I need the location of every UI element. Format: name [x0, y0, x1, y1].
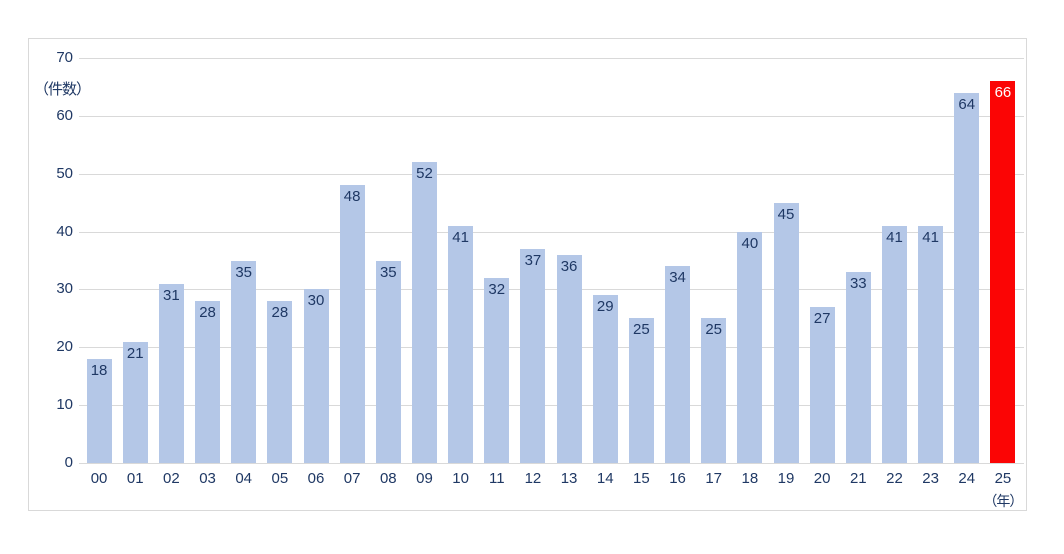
bar: 21	[122, 341, 148, 463]
bar: 29	[592, 295, 618, 463]
gridline	[79, 115, 1024, 117]
x-axis-tick-label: 05	[271, 470, 289, 487]
y-axis-tick-label: 60	[56, 106, 73, 124]
bar: 35	[375, 260, 401, 463]
bar-value-label: 35	[235, 263, 253, 281]
x-axis-tick-label: 20	[813, 470, 831, 487]
bar: 35	[231, 260, 257, 463]
bar-value-label: 27	[813, 309, 831, 327]
bar-value-label: 40	[741, 234, 759, 252]
bar: 66	[990, 81, 1016, 463]
y-axis-tick-label: 40	[56, 222, 73, 240]
gridline	[79, 58, 1024, 59]
x-axis-tick-label: 01	[126, 470, 144, 487]
x-axis-tick-label: 11	[488, 470, 505, 487]
bar-value-label: 30	[307, 292, 325, 310]
x-axis-tick-label: 02	[163, 470, 180, 487]
bar: 37	[520, 248, 546, 463]
x-axis-tick-label: 24	[958, 470, 976, 487]
bar-value-label: 31	[163, 286, 180, 304]
bar-value-label: 48	[343, 188, 361, 206]
x-axis-tick-label: 12	[524, 470, 542, 487]
gridline	[79, 231, 1024, 233]
bar-value-label: 29	[596, 298, 614, 316]
x-axis-tick-label: 23	[922, 470, 939, 487]
y-axis-tick-label: 0	[64, 454, 73, 471]
x-axis-tick-label: 10	[452, 470, 469, 487]
x-axis-tick-label: 04	[235, 470, 253, 487]
y-axis-tick-label: 10	[56, 396, 73, 414]
y-axis-unit-label: （件数）	[34, 81, 91, 98]
gridline	[79, 289, 1024, 291]
bar-value-label: 21	[126, 344, 144, 362]
bar: 27	[809, 306, 835, 463]
bar-value-label: 66	[994, 84, 1012, 102]
y-axis-tick-label: 50	[56, 164, 73, 182]
x-axis-unit-label: （年）	[983, 493, 1023, 509]
bar: 41	[448, 225, 474, 463]
bar-value-label: 28	[271, 304, 289, 321]
bar-value-label: 37	[524, 251, 542, 269]
x-axis-tick-label: 17	[705, 470, 723, 487]
bar: 33	[845, 272, 871, 463]
y-axis-tick-label: 30	[56, 280, 73, 298]
gridline	[79, 405, 1024, 407]
gridline	[79, 173, 1024, 175]
bar: 45	[773, 202, 799, 463]
x-axis-tick-label: 14	[596, 470, 614, 487]
bar: 28	[195, 301, 221, 463]
x-axis-tick-label: 21	[849, 470, 867, 487]
x-axis-tick-label: 16	[669, 470, 686, 487]
bar-value-label: 41	[886, 228, 903, 246]
bar-value-label: 25	[705, 321, 723, 339]
x-axis-tick-label: 18	[741, 470, 759, 487]
bar-value-label: 52	[416, 165, 433, 183]
x-axis-tick-label: 19	[777, 470, 795, 487]
bar: 52	[411, 162, 437, 463]
x-axis-tick-label: 15	[633, 470, 650, 487]
bar: 41	[918, 225, 944, 463]
y-axis-tick-label: 70	[56, 49, 73, 66]
bar-value-label: 41	[452, 228, 469, 246]
bar-value-label: 35	[379, 263, 397, 281]
bar: 32	[484, 277, 510, 463]
bar-value-label: 64	[958, 95, 976, 113]
bar: 28	[267, 301, 293, 463]
bar: 64	[954, 92, 980, 463]
bar-value-label: 25	[633, 321, 650, 339]
bar: 41	[881, 225, 907, 463]
x-axis-tick-label: 09	[416, 470, 433, 487]
x-axis-tick-label: 03	[199, 470, 216, 487]
bar: 36	[556, 254, 582, 463]
x-axis-tick-label: 06	[307, 470, 325, 487]
x-axis-tick-label: 08	[379, 470, 397, 487]
bar: 25	[701, 318, 727, 463]
bar-value-label: 36	[560, 257, 578, 275]
bar-value-label: 18	[90, 361, 108, 379]
x-axis-tick-label: 00	[90, 470, 108, 487]
bar-value-label: 34	[669, 269, 686, 287]
bar: 40	[737, 231, 763, 463]
bar-value-label: 33	[849, 275, 867, 293]
x-axis-tick-label: 25	[994, 470, 1012, 487]
x-axis-tick-label: 07	[343, 470, 361, 487]
bar-value-label: 32	[488, 280, 506, 298]
bar: 30	[303, 289, 329, 463]
bar: 48	[339, 185, 365, 463]
gridline	[79, 347, 1024, 349]
bar: 18	[86, 358, 112, 463]
bar-value-label: 28	[199, 304, 216, 321]
x-axis-tick-label: 22	[886, 470, 903, 487]
x-axis-tick-label: 13	[560, 470, 578, 487]
bar: 31	[158, 283, 184, 463]
gridline	[79, 463, 1024, 464]
bar-value-label: 41	[922, 228, 939, 246]
bar-value-label: 45	[777, 205, 795, 223]
bar: 25	[628, 318, 654, 463]
y-axis-tick-label: 20	[56, 338, 73, 356]
bar: 34	[665, 266, 691, 463]
bar-chart: （件数） 0 10 20 30 40 50 60 70 18 21 31 28 35 28 30 48 35 5…	[28, 38, 1027, 511]
